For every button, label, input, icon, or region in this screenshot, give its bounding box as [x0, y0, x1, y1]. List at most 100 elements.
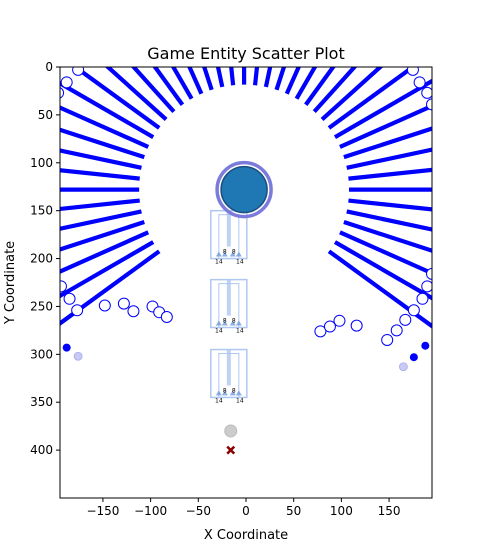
ray-line [348, 198, 432, 212]
node-marker [333, 314, 346, 327]
column-bar [226, 279, 231, 316]
column-arrow [229, 320, 236, 326]
node-marker [160, 310, 173, 323]
y-tick-label: 300 [30, 347, 53, 361]
column-bar [226, 210, 231, 247]
node-marker [399, 313, 412, 326]
node-marker [47, 268, 58, 279]
x-tick-label: 100 [330, 504, 353, 518]
ray-line [60, 198, 140, 212]
x-tick-label: −150 [86, 504, 119, 518]
node-marker [426, 267, 432, 280]
y-axis-title: Y Coordinate [3, 241, 18, 325]
y-tick-label: 250 [30, 299, 53, 313]
column-label: 14 [215, 328, 223, 335]
x-axis-title: X Coordinate [204, 528, 288, 543]
y-tick-label: 100 [30, 156, 53, 170]
column-arrow [229, 390, 236, 396]
ray-line [152, 67, 185, 106]
ray-line [60, 230, 150, 274]
ray-line [346, 209, 432, 232]
ray-line [60, 127, 145, 160]
chart-title: Game Entity Scatter Plot [147, 44, 344, 63]
column-bar [226, 349, 231, 386]
column-label: 14 [215, 259, 223, 266]
node-marker [98, 299, 111, 312]
column-label: 8 [223, 318, 227, 325]
node-marker [413, 76, 426, 89]
ray-line [339, 103, 432, 149]
y-tick-label: 200 [30, 252, 53, 266]
column-arrow [235, 320, 242, 326]
node-marker [323, 320, 336, 333]
x-marker [226, 445, 236, 455]
column-arrow [229, 251, 236, 257]
ray-line [60, 240, 155, 299]
node-marker [60, 280, 67, 293]
ray-line [320, 67, 384, 121]
ray-line [304, 67, 336, 106]
node-marker [350, 319, 363, 332]
ray-line [60, 80, 155, 139]
x-tick-label: −100 [134, 504, 167, 518]
y-tick-label: 50 [38, 108, 53, 122]
ray-line [327, 249, 432, 329]
ray-line [60, 249, 161, 326]
ray-line [333, 240, 432, 301]
column-label: 14 [236, 397, 244, 404]
column-arrow [221, 320, 228, 326]
node-marker [127, 305, 140, 318]
column-arrow [235, 251, 242, 257]
node-marker [421, 280, 432, 293]
column-label: 8 [223, 387, 227, 394]
column-label: 8 [232, 318, 236, 325]
solid-dot [62, 343, 71, 352]
column-arrow [215, 251, 222, 257]
column-label: 14 [236, 259, 244, 266]
y-tick-label: 400 [30, 443, 53, 457]
column-arrow [215, 390, 222, 396]
center-ring [215, 160, 273, 219]
node-marker [407, 304, 420, 317]
ray-line [343, 220, 432, 253]
node-marker [72, 67, 85, 76]
gray-dot [224, 424, 238, 438]
node-marker [406, 67, 419, 76]
x-tick-label: 50 [286, 504, 301, 518]
x-tick-label: 0 [242, 504, 250, 518]
ray-line [60, 220, 145, 252]
node-marker [421, 86, 432, 99]
ray-line [60, 148, 142, 170]
ray-line [71, 67, 161, 130]
column-arrow [235, 390, 242, 396]
column-arrow [221, 390, 228, 396]
node-marker [381, 333, 394, 346]
ray-line [60, 105, 150, 149]
ray-line [60, 168, 140, 181]
axes: −150 −100 −50 0 50 100 150 0 50 100 150 200 250 300 35… [30, 60, 433, 518]
node-marker [314, 325, 327, 338]
column-label: 8 [232, 387, 236, 394]
column-label: 14 [215, 397, 223, 404]
y-tick-label: 150 [30, 204, 53, 218]
ray-line [339, 230, 432, 276]
ray-line [130, 67, 176, 114]
ray-line [346, 147, 432, 170]
column-arrow [215, 320, 222, 326]
pale-dot [73, 351, 83, 361]
ray-line [343, 126, 432, 160]
ray-line [348, 167, 432, 181]
ray-line [104, 67, 168, 121]
column-arrow [221, 251, 228, 257]
column-label: 14 [236, 328, 244, 335]
node-marker [71, 304, 84, 317]
column-label: 8 [232, 249, 236, 256]
node-marker [426, 98, 432, 111]
x-tick-label: −50 [186, 504, 211, 518]
node-marker [60, 87, 65, 99]
node-marker [60, 76, 73, 89]
solid-dot [421, 341, 430, 350]
